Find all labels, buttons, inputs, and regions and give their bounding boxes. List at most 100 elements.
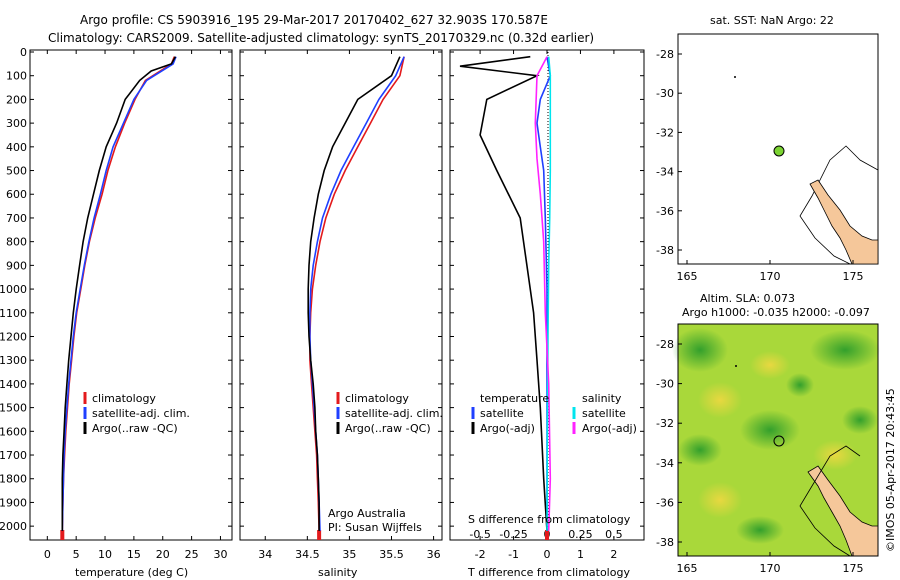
sst-map-argo-marker xyxy=(773,145,785,157)
legend-s-argo: Argo(-adj) xyxy=(582,422,637,435)
legend-satellite: satellite-adj. clim. xyxy=(345,407,443,420)
y-tick-label: 400 xyxy=(6,141,27,154)
temperature-legend: climatology satellite-adj. clim. Argo(..… xyxy=(83,392,190,435)
header-line2: Climatology: CARS2009. Satellite-adjuste… xyxy=(48,31,594,45)
sst-map-land xyxy=(809,179,879,265)
x-tick-label: -1 xyxy=(508,548,519,561)
map-x-tick-label: 170 xyxy=(760,562,781,575)
sst-map-title: sat. SST: NaN Argo: 22 xyxy=(710,14,834,27)
map-y-tick-label: -36 xyxy=(656,205,674,218)
map-x-tick-label: 165 xyxy=(677,562,698,575)
legend-t-satellite: satellite xyxy=(480,407,524,420)
map-y-tick-label: -38 xyxy=(656,536,674,549)
sst-map-island xyxy=(734,76,736,78)
map-x-tick-label: 170 xyxy=(760,270,781,283)
map-y-tick-label: -28 xyxy=(656,338,674,351)
legend-t-argo: Argo(-adj) xyxy=(480,422,535,435)
bottom-marker xyxy=(317,530,322,540)
y-tick-label: 2000 xyxy=(0,520,27,533)
legend-climatology: climatology xyxy=(345,392,409,405)
salinity-xlabel: salinity xyxy=(318,566,358,579)
x-tick-label: 0 xyxy=(44,548,51,561)
map-y-tick-label: -28 xyxy=(656,48,674,61)
series-line-satellite-adj-clim- xyxy=(61,56,177,531)
x-tick-label: 0 xyxy=(544,548,551,561)
map-x-tick-label: 165 xyxy=(677,270,698,283)
map-y-tick-label: -36 xyxy=(656,496,674,509)
map-y-tick-label: -34 xyxy=(656,457,674,470)
y-tick-label: 600 xyxy=(6,188,27,201)
difference-lines xyxy=(459,55,552,531)
y-tick-label: 300 xyxy=(6,117,27,130)
legend-satellite: satellite-adj. clim. xyxy=(92,407,190,420)
map-y-tick-label: -32 xyxy=(656,417,674,430)
difference-top-xlabel: S difference from climatology xyxy=(468,513,631,526)
y-tick-label: 200 xyxy=(6,93,27,106)
legend-temperature: temperature xyxy=(480,392,549,405)
bottom-marker xyxy=(545,530,549,540)
series-line-argo-raw-qc- xyxy=(307,56,401,531)
sla-map-contour xyxy=(799,445,861,557)
difference-xlabel: T difference from climatology xyxy=(467,566,630,579)
x-tick-label: 5 xyxy=(73,548,80,561)
salinity-ticks: 34 34.5 35 35.5 36 xyxy=(240,50,442,561)
map-x-tick-label: 175 xyxy=(843,562,864,575)
credit-argo-australia: Argo Australia xyxy=(328,507,406,520)
salinity-legend: climatology satellite-adj. clim. Argo(..… xyxy=(336,392,443,435)
y-tick-label: 700 xyxy=(6,212,27,225)
legend-climatology: climatology xyxy=(92,392,156,405)
s-tick-label: 0.25 xyxy=(568,528,593,541)
y-tick-label: 1000 xyxy=(0,283,27,296)
y-tick-label: 500 xyxy=(6,165,27,178)
legend-s-satellite: satellite xyxy=(582,407,626,420)
map-y-tick-label: -34 xyxy=(656,166,674,179)
sla-map-title1: Altim. SLA: 0.073 xyxy=(700,292,795,305)
sla-map-ticks: 165 170 175 -28 -30 -32 -34 -36 -38 xyxy=(656,338,863,575)
y-tick-label: 1800 xyxy=(0,473,27,486)
y-tick-label: 1100 xyxy=(0,307,27,320)
legend-argo: Argo(..raw -QC) xyxy=(345,422,431,435)
y-tick-label: 800 xyxy=(6,236,27,249)
x-tick-label: 2 xyxy=(610,548,617,561)
x-tick-label: 25 xyxy=(185,548,199,561)
series-line-salinity-argo-adj- xyxy=(534,56,552,531)
sla-map: Altim. SLA: 0.073 Argo h1000: -0.035 h20… xyxy=(656,292,880,575)
temperature-ticks: 0 100 200 300 400 500 600 700 800 900 1000 1100 1200… xyxy=(0,46,232,561)
temperature-xlabel: temperature (deg C) xyxy=(75,566,188,579)
series-line-argo-raw-qc- xyxy=(61,56,177,531)
y-tick-label: 100 xyxy=(6,70,27,83)
series-line-salinity-satellite xyxy=(546,56,552,531)
sla-map-blobs xyxy=(672,328,880,544)
x-tick-label: 34 xyxy=(258,548,272,561)
map-x-tick-label: 175 xyxy=(843,270,864,283)
map-y-tick-label: -32 xyxy=(656,126,674,139)
sst-map-ticks: 165 170 175 -28 -30 -32 -34 -36 -38 xyxy=(656,48,863,283)
salinity-axes-box xyxy=(239,49,443,541)
temperature-lines xyxy=(61,56,177,531)
x-tick-label: 1 xyxy=(577,548,584,561)
sst-map-contour xyxy=(799,145,879,265)
salinity-panel: 34 34.5 35 35.5 36 salinity climatology sate… xyxy=(239,49,443,579)
y-tick-label: 900 xyxy=(6,259,27,272)
x-tick-label: 35.5 xyxy=(379,548,404,561)
y-tick-label: 1500 xyxy=(0,402,27,415)
s-tick-label: 0.5 xyxy=(605,528,623,541)
map-y-tick-label: -38 xyxy=(656,244,674,257)
legend-salinity: salinity xyxy=(582,392,622,405)
y-tick-label: 1200 xyxy=(0,330,27,343)
header-line1: Argo profile: CS 5903916_195 29-Mar-2017… xyxy=(80,13,548,27)
x-tick-label: -2 xyxy=(475,548,486,561)
temperature-panel: 0 100 200 300 400 500 600 700 800 900 1000 1100 1200… xyxy=(0,46,233,579)
map-y-tick-label: -30 xyxy=(656,378,674,391)
temperature-axes-box xyxy=(29,49,233,541)
sla-map-island xyxy=(735,365,737,367)
salinity-lines xyxy=(307,56,405,531)
y-tick-label: 1900 xyxy=(0,496,27,509)
credit-pi: PI: Susan Wijffels xyxy=(328,521,422,534)
bottom-marker xyxy=(60,530,65,540)
x-tick-label: 10 xyxy=(98,548,112,561)
y-tick-label: 1600 xyxy=(0,425,27,438)
